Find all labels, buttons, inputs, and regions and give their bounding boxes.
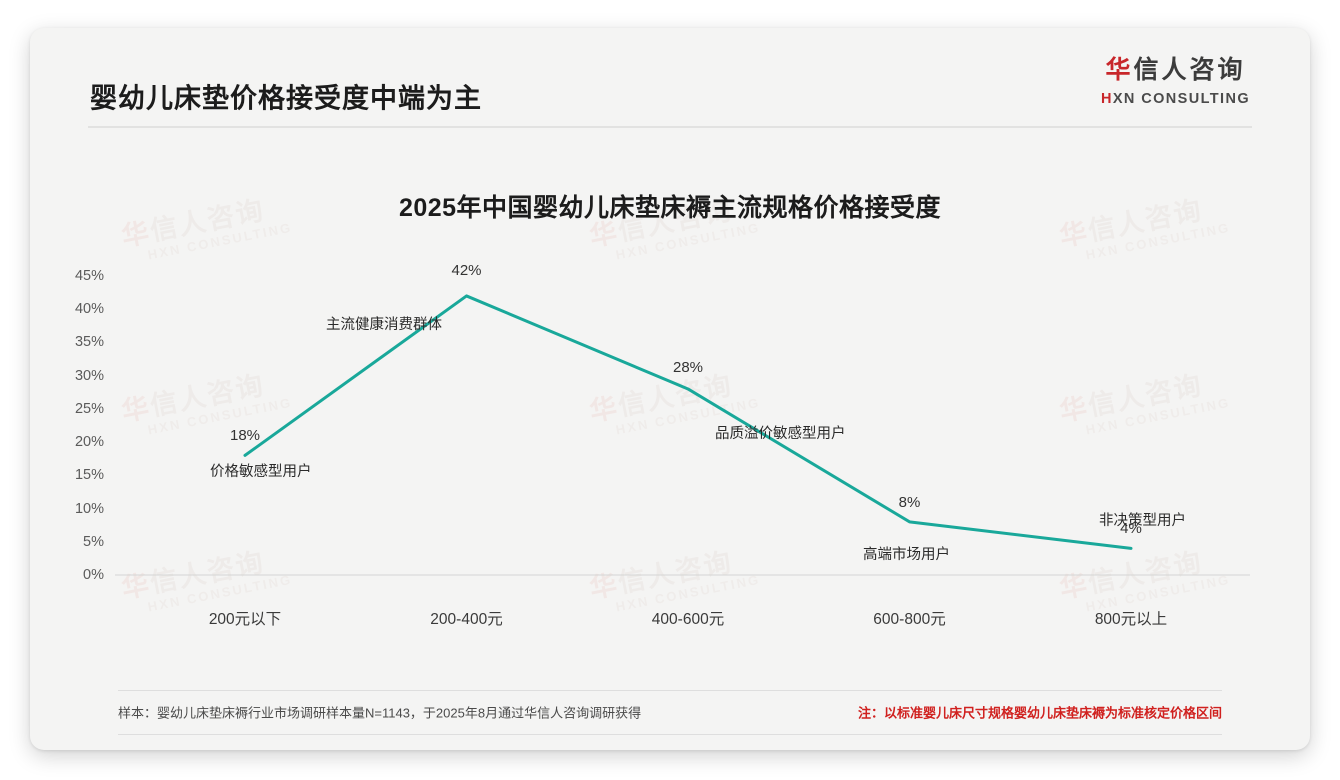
notes-divider-top: [118, 690, 1222, 691]
y-axis-tick-label: 40%: [74, 301, 104, 318]
y-axis-tick-label: 30%: [74, 367, 104, 384]
chart-svg: [115, 294, 1250, 576]
x-axis-tick-label: 200元以下: [208, 611, 282, 628]
y-axis-tick-label: 15%: [74, 467, 104, 484]
header-divider: [88, 126, 1252, 128]
logo-english-red: H: [1100, 91, 1113, 107]
y-axis-tick-label: 10%: [74, 500, 104, 517]
x-axis-tick-label: 400-600元: [651, 611, 725, 628]
x-axis-tick-label: 600-800元: [873, 611, 946, 628]
x-axis-tick-label: 800元以上: [1094, 611, 1168, 628]
data-point-annotation: 价格敏感型用户: [210, 464, 312, 480]
data-point-value-label: 4%: [1120, 520, 1142, 538]
sample-note: 样本：婴幼儿床垫床褥行业市场调研样本量N=1143，于2025年8月通过华信人咨…: [118, 705, 642, 721]
y-axis-tick-label: 45%: [74, 268, 104, 284]
data-point-value-label: 8%: [898, 493, 921, 511]
y-axis-tick-label: 0%: [83, 567, 104, 583]
x-axis-tick-label: 200-400元: [430, 611, 503, 628]
y-axis-tick-label: 25%: [74, 400, 104, 417]
notes-divider-bottom: [118, 734, 1222, 735]
company-logo: 华信人咨询 HXN CONSULTING: [1101, 58, 1250, 107]
data-point-value-label: 28%: [672, 358, 704, 376]
chart-title: 2025年中国婴幼儿床垫床褥主流规格价格接受度: [398, 194, 942, 222]
data-point-annotation: 非决策型用户: [1099, 513, 1186, 529]
slide-header: 婴幼儿床垫价格接受度中端为主 华信人咨询 HXN CONSULTING: [30, 28, 1310, 130]
data-point-value-label: 18%: [229, 427, 261, 445]
red-note: 注：以标准婴儿床尺寸规格婴幼儿床垫床褥为标准核定价格区间: [857, 705, 1222, 721]
logo-english-rest: XN CONSULTING: [1112, 91, 1250, 107]
data-point-annotation: 高端市场用户: [863, 547, 950, 563]
series-line: [243, 294, 1133, 550]
slide-card: 华信人咨询 HXN CONSULTING 华信人咨询 HXN CONSULTIN…: [30, 28, 1310, 750]
logo-chinese: 华信人咨询: [1101, 58, 1250, 83]
logo-chinese-red: 华: [1105, 56, 1134, 84]
logo-chinese-rest: 信人咨询: [1133, 56, 1246, 84]
data-point-value-label: 42%: [451, 261, 482, 279]
y-axis-tick-label: 5%: [83, 533, 104, 550]
y-axis-tick-label: 35%: [74, 334, 104, 351]
chart-plot-area: 0% 5% 10% 15% 20% 25% 30% 35% 40% 45% 200元以下 200-40…: [30, 28, 1310, 750]
data-point-annotation: 主流健康消费群体: [326, 317, 442, 333]
data-point-annotation: 品质溢价敏感型用户: [715, 426, 846, 442]
logo-english: HXN CONSULTING: [1101, 92, 1250, 107]
page-title: 婴幼儿床垫价格接受度中端为主: [90, 83, 482, 114]
y-axis-tick-label: 20%: [74, 434, 104, 451]
